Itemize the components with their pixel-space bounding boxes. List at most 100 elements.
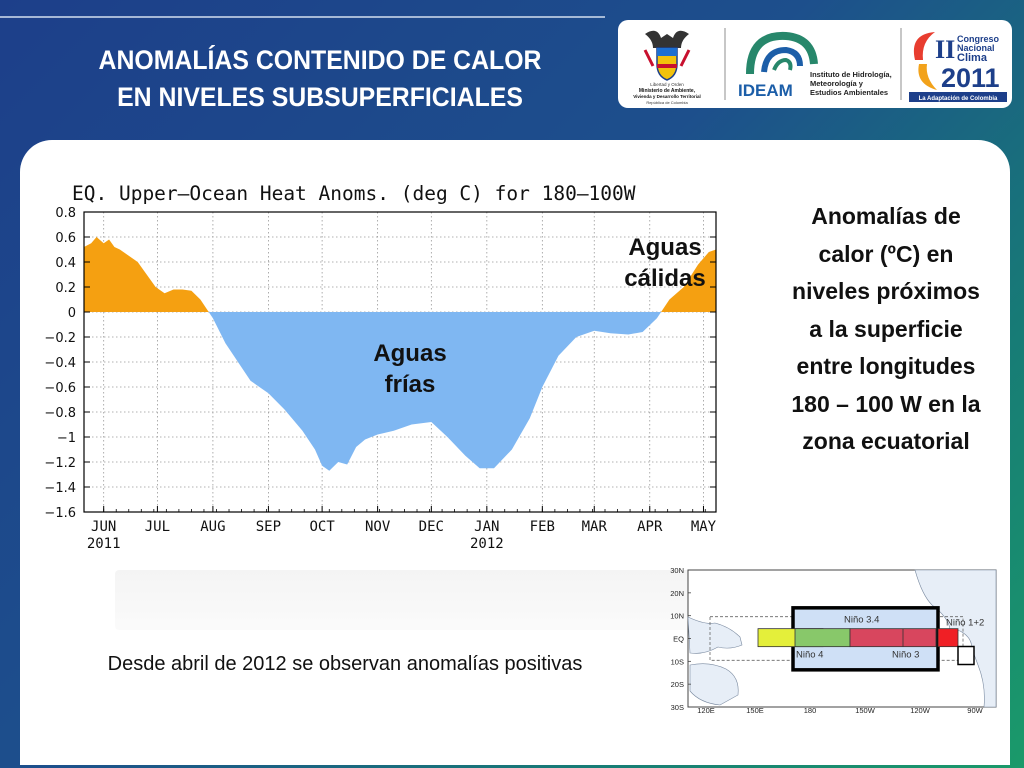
y-tick-label: −1.2	[44, 456, 76, 471]
description-line: a la superficie	[809, 315, 963, 342]
ideam-logo: IDEAM Instituto de Hidrología, Meteorolo…	[738, 31, 892, 100]
logo-separator	[724, 28, 726, 100]
warm-label-line-2: cálidas	[624, 265, 706, 292]
description-line: 180 – 100 W en la	[791, 390, 981, 417]
nino34-region	[794, 628, 851, 648]
page-title: ANOMALÍAS CONTENIDO DE CALOR EN NIVELES …	[81, 42, 559, 116]
chart-areas	[84, 237, 716, 471]
y-tick-label: 0	[68, 306, 76, 321]
title-line-2: EN NIVELES SUBSUPERFICIALES	[117, 82, 523, 112]
y-tick-label: −0.8	[44, 406, 76, 421]
ideam-text-3: Estudios Ambientales	[810, 88, 888, 97]
chart-title: EQ. Upper–Ocean Heat Anoms. (deg C) for …	[72, 182, 636, 205]
congreso-roman: II	[935, 35, 955, 64]
lat-label: 10N	[670, 612, 684, 621]
x-tick-label: FEB	[530, 519, 555, 535]
congreso-tag: La Adaptación de Colombia	[919, 96, 998, 102]
lat-label: 10S	[671, 657, 684, 666]
description-line: entre longitudes	[796, 353, 976, 379]
congreso-clima-logo: II Congreso Nacional Clima 2011 La Adapt…	[909, 32, 1007, 102]
nino3-region	[849, 628, 937, 648]
lon-label: 90W	[967, 706, 983, 715]
logo1-line-3: Vivienda y Desarrollo Territorial	[633, 94, 701, 99]
cold-water-label: Aguas frías	[355, 338, 465, 400]
x-tick-label: MAR	[582, 519, 608, 535]
x-tick-label: SEP	[256, 519, 281, 535]
x-tick-label: NOV	[365, 519, 391, 535]
x-tick-label: JUN	[91, 519, 116, 535]
congreso-text-1: Congreso	[957, 34, 1000, 44]
y-tick-label: 0.2	[55, 281, 76, 296]
lon-label: 150W	[855, 706, 876, 715]
y-tick-label: 0.6	[55, 231, 76, 246]
description-text: Anomalías de calor (ºC) en niveles próxi…	[766, 198, 1006, 461]
title-line-1: ANOMALÍAS CONTENIDO DE CALOR	[98, 45, 542, 75]
congreso-text-3: Clima	[957, 52, 988, 64]
coat-of-arms-logo: Libertad y Orden Ministerio de Ambiente,…	[633, 30, 701, 105]
nino34-label: Niño 3.4	[844, 615, 879, 626]
x-tick-label: JAN	[474, 519, 499, 535]
logo1-line-2: Ministerio de Ambiente,	[639, 88, 696, 94]
lon-label: 180	[804, 706, 817, 715]
description-line: niveles próximos	[792, 278, 980, 304]
plot-frame	[83, 211, 717, 513]
ideam-text-1: Instituto de Hidrología,	[810, 70, 892, 79]
x-tick-label: DEC	[419, 519, 444, 535]
x-tick-label: AUG	[200, 519, 225, 535]
lon-label: 120W	[910, 706, 931, 715]
description-line: zona ecuatorial	[802, 428, 970, 454]
description-line: calor (ºC) en	[818, 240, 954, 267]
cold-label-line-1: Aguas	[373, 340, 447, 367]
y-tick-label: 0.8	[55, 206, 76, 221]
map-land	[689, 663, 739, 706]
lat-label: 20N	[670, 589, 684, 598]
header-rule	[0, 16, 605, 18]
warm-anomaly-area	[661, 249, 716, 312]
y-tick-label: −0.2	[44, 331, 76, 346]
x-tick-label: MAY	[691, 519, 717, 535]
x-tick-label: JUL	[145, 519, 170, 535]
y-tick-label: −1.6	[44, 506, 76, 521]
y-tick-label: −1	[57, 431, 76, 446]
warm-anomaly-area	[84, 237, 209, 312]
logo-strip: Libertad y Orden Ministerio de Ambiente,…	[618, 20, 1012, 108]
x-tick-label: OCT	[309, 519, 335, 535]
x-year-label: 2011	[87, 536, 121, 552]
cold-anomaly-area	[208, 312, 662, 471]
lon-label: 150E	[746, 706, 764, 715]
nino3-label: Niño 3	[892, 649, 919, 660]
lat-label: 30N	[670, 566, 684, 575]
nino12-region	[937, 628, 959, 648]
y-tick-label: 0.4	[55, 256, 76, 271]
lat-label: EQ	[673, 635, 684, 644]
logo-separator	[900, 28, 902, 100]
cold-label-line-2: frías	[384, 371, 436, 398]
lon-label: 120E	[697, 706, 715, 715]
congreso-year: 2011	[941, 63, 1000, 93]
warm-water-label: Aguas cálidas	[610, 232, 720, 294]
nino-regions-map: Niño 3.4 Niño 4 Niño 3 Niño 1+2 30N 20N 10N EQ 1…	[670, 566, 997, 715]
map-overlay: Niño 3.4 Niño 4 Niño 3 Niño 1+2 30N 20N 10N EQ 1…	[670, 566, 984, 715]
warm-label-line-1: Aguas	[628, 234, 702, 261]
small-box	[957, 645, 975, 666]
nino12-label: Niño 1+2	[946, 618, 984, 629]
ideam-text-2: Meteorología y	[810, 79, 864, 88]
logo1-motto: Libertad y Orden	[650, 82, 684, 87]
caption-text: Desde abril de 2012 se observan anomalía…	[107, 653, 583, 675]
nino4-label: Niño 4	[796, 649, 823, 660]
x-tick-label: APR	[637, 519, 663, 535]
map-land	[914, 569, 997, 708]
y-tick-label: −0.6	[44, 381, 76, 396]
heat-anomaly-chart: EQ. Upper–Ocean Heat Anoms. (deg C) for …	[44, 182, 717, 552]
y-tick-label: −0.4	[44, 356, 76, 371]
congreso-text-2: Nacional	[957, 43, 995, 53]
lat-label: 20S	[671, 680, 684, 689]
x-year-label: 2012	[470, 536, 504, 552]
logo1-line-4: República de Colombia	[646, 100, 688, 105]
ideam-name: IDEAM	[738, 81, 793, 100]
description-line: Anomalías de	[811, 203, 961, 229]
y-tick-label: −1.4	[44, 481, 76, 496]
map-land	[687, 616, 743, 654]
lat-label: 30S	[671, 703, 684, 712]
